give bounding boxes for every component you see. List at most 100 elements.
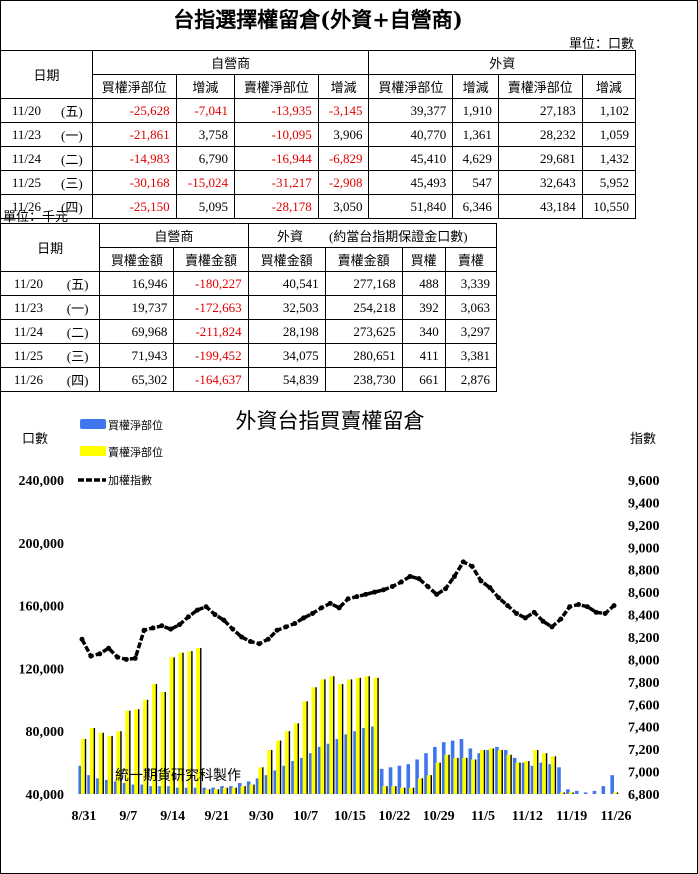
group-foreign-header: 外資: [368, 50, 636, 75]
legend-put-swatch: [80, 446, 106, 456]
x-tick-label: 9/7: [119, 809, 137, 824]
table-cell: 5,095: [175, 194, 235, 219]
table-cell: 340: [401, 319, 446, 344]
put-bar-edge: [616, 792, 619, 794]
table-cell: -199,452: [173, 343, 249, 368]
row-date: 11/26: [0, 194, 52, 219]
put-bar: [542, 753, 546, 794]
put-bar: [196, 647, 201, 794]
index-point: [380, 587, 386, 593]
index-point: [611, 603, 617, 609]
put-bar-edge: [368, 676, 370, 794]
table-cell: -180,227: [173, 271, 249, 296]
table-cell: 39,377: [368, 98, 454, 123]
call-bar: [308, 753, 313, 794]
right-tick-label: 7,800: [628, 676, 660, 691]
table-cell: 69,968: [99, 319, 175, 344]
x-tick-label: 10/29: [423, 809, 455, 824]
index-point: [221, 617, 227, 623]
x-tick-label: 10/22: [378, 809, 410, 824]
put-bar: [311, 687, 316, 794]
put-bar: [302, 701, 307, 794]
chart-title: 外資台指買賣權留倉: [236, 409, 425, 433]
right-tick-label: 8,600: [628, 586, 660, 601]
put-bar-edge: [262, 767, 264, 794]
put-bar-edge: [448, 754, 450, 794]
call-bar: [504, 750, 508, 794]
call-bar: [424, 753, 428, 794]
put-bar: [613, 792, 617, 794]
row-weekday: (一): [55, 295, 101, 320]
index-point: [327, 600, 333, 606]
put-bar-edge: [111, 735, 113, 794]
call-bar: [468, 748, 473, 794]
put-bar: [453, 757, 458, 794]
put-bar-edge: [474, 759, 477, 794]
call-bar: [539, 762, 544, 794]
row-weekday: (四): [55, 367, 101, 392]
index-point: [372, 589, 378, 595]
put-bar-edge: [164, 691, 166, 794]
index-point: [531, 609, 537, 615]
put-bar-edge: [519, 762, 521, 794]
row-weekday: (二): [51, 146, 93, 171]
put-bar: [107, 735, 112, 794]
table-cell: -31,217: [233, 170, 319, 195]
table-cell: -15,024: [175, 170, 235, 195]
table-cell: 661: [401, 367, 446, 392]
dealer-foreign-position-table: 日期 自營商 外資 買權淨部位 增減 賣權淨部位 增減 買權淨部位 增減 賣權淨部位 增減 1…: [0, 50, 637, 219]
row-weekday: (三): [51, 170, 93, 195]
index-point: [203, 604, 209, 610]
call-bar: [441, 742, 446, 794]
put-bar-edge: [457, 757, 459, 794]
table-cell: -164,637: [173, 367, 249, 392]
put-bar-edge: [315, 687, 317, 794]
col-header: 賣權金額: [173, 247, 249, 272]
index-point: [177, 622, 183, 628]
index-point: [168, 626, 174, 632]
row-weekday: (一): [51, 122, 93, 147]
table-cell: 45,493: [368, 170, 454, 195]
row-weekday: (五): [55, 271, 101, 296]
right-tick-label: 8,000: [628, 653, 660, 668]
put-bar: [178, 652, 183, 794]
index-point: [567, 604, 573, 610]
call-bar: [495, 746, 499, 794]
put-bar-edge: [572, 792, 574, 794]
group-foreign-header: 外資 (約當台指期保證金口數): [247, 223, 498, 248]
right-tick-label: 8,200: [628, 631, 660, 646]
call-bar: [273, 770, 278, 794]
index-point: [558, 616, 564, 622]
put-bar: [355, 677, 360, 794]
table-cell: -13,935: [233, 98, 319, 123]
put-bar: [480, 750, 484, 794]
put-bar-edge: [510, 754, 512, 794]
put-bar: [471, 759, 475, 794]
table-row: 11/26 (四) -25,150 5,095 -28,178 3,050 51,840 6,…: [0, 194, 637, 219]
call-bar: [512, 757, 517, 794]
row-date: 11/25: [0, 170, 52, 195]
put-bar-edge: [226, 787, 229, 794]
index-point: [478, 578, 484, 584]
table-row: 11/24 (二) 69,968 -211,824 28,198 273,625 340 3,…: [0, 319, 498, 344]
index-point: [584, 604, 590, 610]
call-bar: [317, 746, 322, 794]
call-bar: [574, 790, 579, 794]
table-cell: 54,839: [247, 367, 326, 392]
put-bar: [506, 754, 511, 794]
index-point: [88, 653, 94, 659]
call-bar: [433, 746, 437, 794]
index-point: [593, 609, 599, 615]
table-cell: 1,059: [581, 122, 637, 147]
put-bar: [497, 750, 502, 794]
put-bar-edge: [412, 787, 415, 794]
put-bar-edge: [563, 792, 565, 794]
col-header: 賣權淨部位: [497, 74, 583, 99]
put-bar: [400, 787, 404, 794]
index-point: [247, 638, 253, 644]
index-point: [425, 584, 431, 590]
table-cell: 4,629: [452, 146, 499, 171]
call-bar: [131, 784, 136, 794]
row-date: 11/20: [0, 271, 56, 296]
table-cell: 1,432: [581, 146, 637, 171]
